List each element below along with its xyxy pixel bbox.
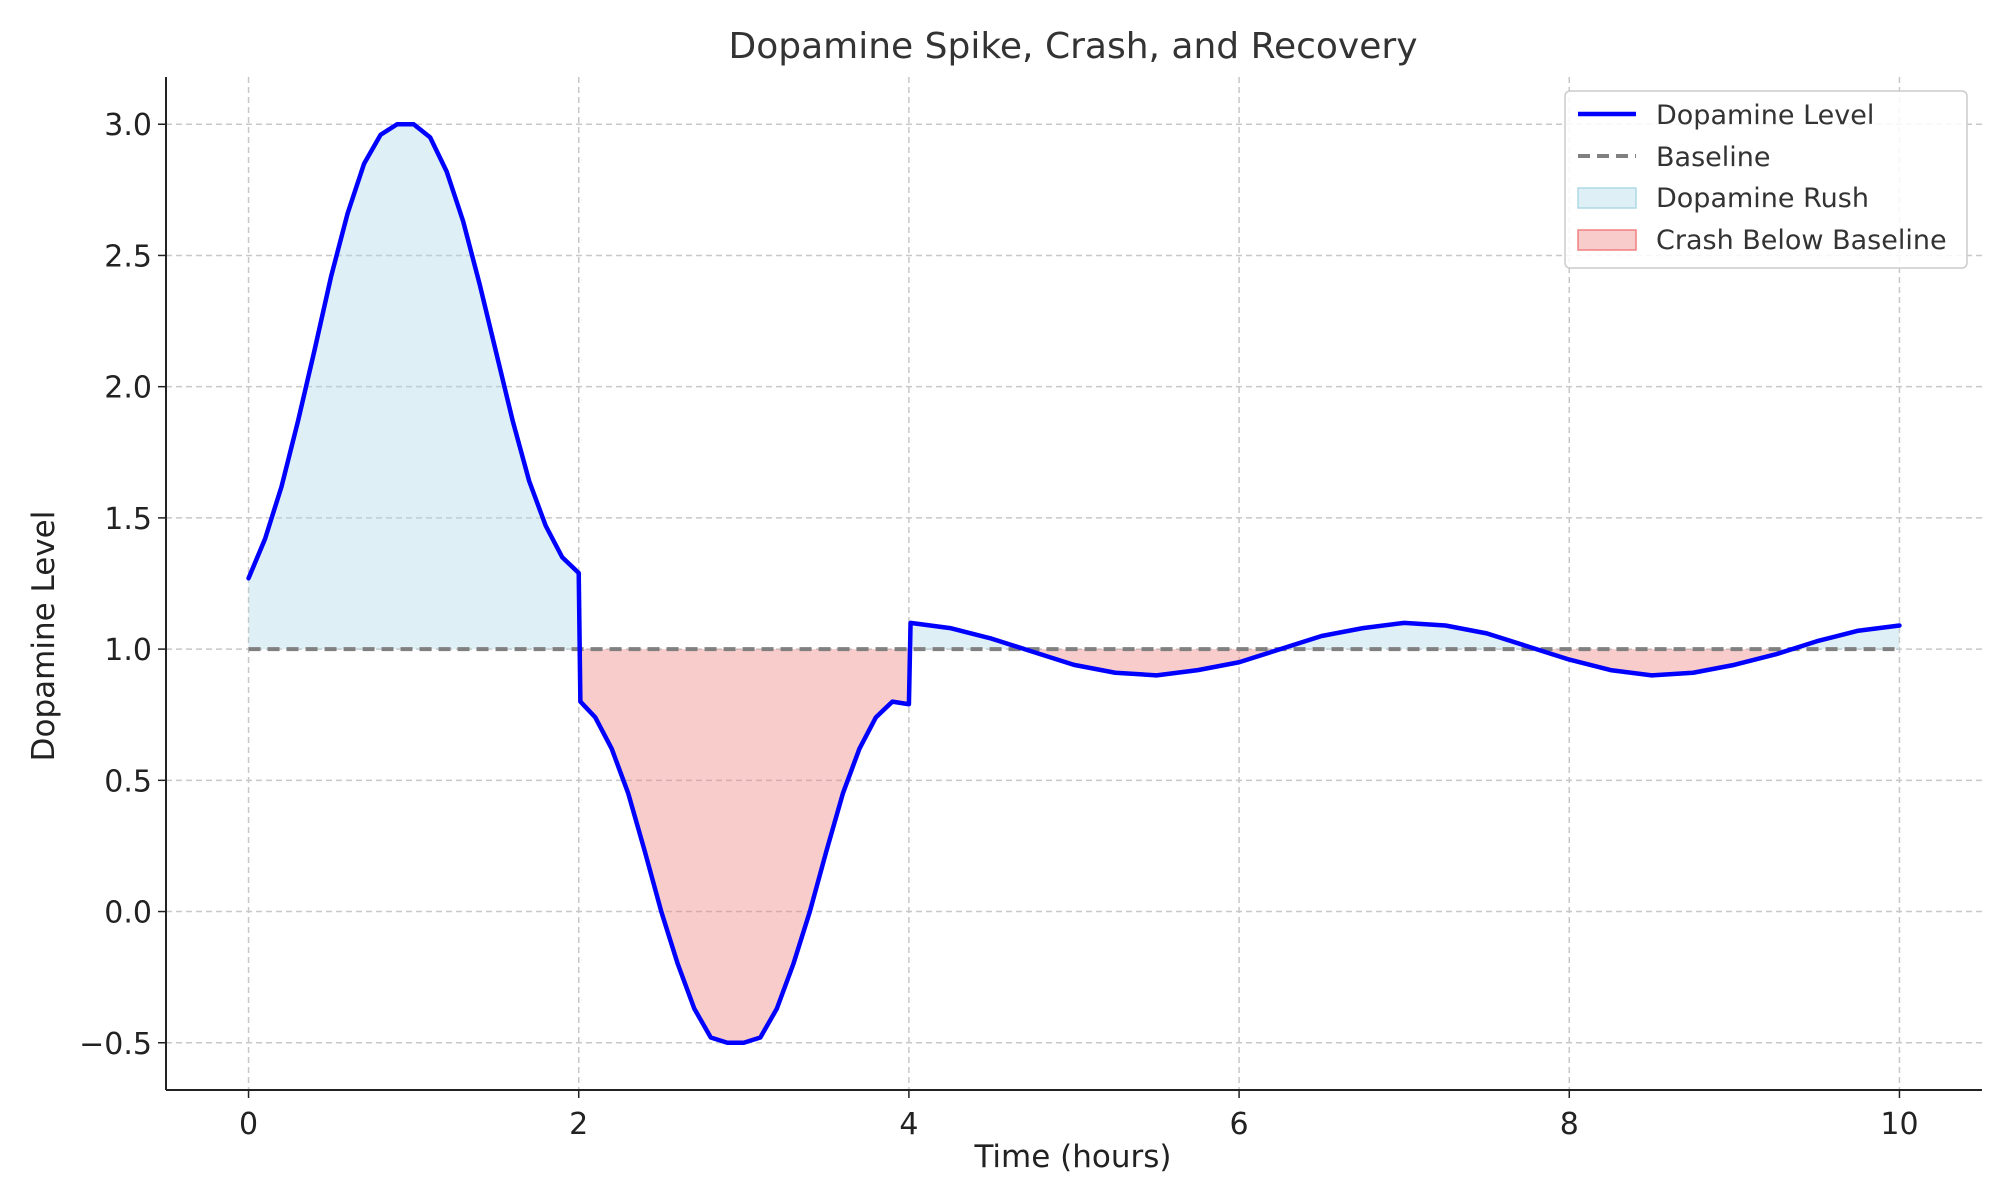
fill-dopamine-rush xyxy=(248,124,1900,650)
legend-dopamine-level-label: Dopamine Level xyxy=(1656,100,1874,131)
fill-areas xyxy=(248,124,1900,1043)
x-tick-label: 8 xyxy=(1560,1107,1579,1142)
y-tick-label: 2.0 xyxy=(104,371,152,406)
ticks: 0 2 4 6 8 10 −0.5 0.0 0.5 1.0 1.5 2.0 2.5 3.0 xyxy=(79,108,1918,1142)
y-tick-label: −0.5 xyxy=(79,1027,152,1062)
series-dopamine-level-line xyxy=(246,121,1902,1046)
series-lines xyxy=(246,121,1902,1046)
x-tick-label: 4 xyxy=(899,1107,918,1142)
legend-box xyxy=(1564,90,1968,269)
x-axis-label: Time (hours) xyxy=(973,1139,1171,1175)
y-tick-label: 1.0 xyxy=(104,633,152,668)
x-tick-label: 6 xyxy=(1230,1107,1249,1142)
y-tick-label: 0.5 xyxy=(104,764,152,799)
y-tick-label: 1.5 xyxy=(104,502,152,537)
x-tick-label: 0 xyxy=(239,1107,258,1142)
y-tick-label: 3.0 xyxy=(104,108,152,143)
fill-crash-below-baseline xyxy=(248,649,1900,1043)
x-tick-label: 2 xyxy=(569,1107,588,1142)
y-tick-label: 2.5 xyxy=(104,239,152,274)
legend-baseline-label: Baseline xyxy=(1656,142,1770,173)
axes xyxy=(165,77,1982,1091)
legend-dopamine-rush-label: Dopamine Rush xyxy=(1656,183,1869,214)
chart-title: Dopamine Spike, Crash, and Recovery xyxy=(729,26,1418,67)
legend-dopamine-rush-swatch xyxy=(1577,187,1637,209)
y-tick-label: 0.0 xyxy=(104,896,152,931)
legend-crash-swatch xyxy=(1577,229,1637,251)
legend: Dopamine Level Baseline Dopamine Rush Cr… xyxy=(1564,90,1968,269)
y-axis-label: Dopamine Level xyxy=(26,511,62,762)
x-tick-label: 10 xyxy=(1880,1107,1918,1142)
legend-crash-label: Crash Below Baseline xyxy=(1656,225,1947,256)
